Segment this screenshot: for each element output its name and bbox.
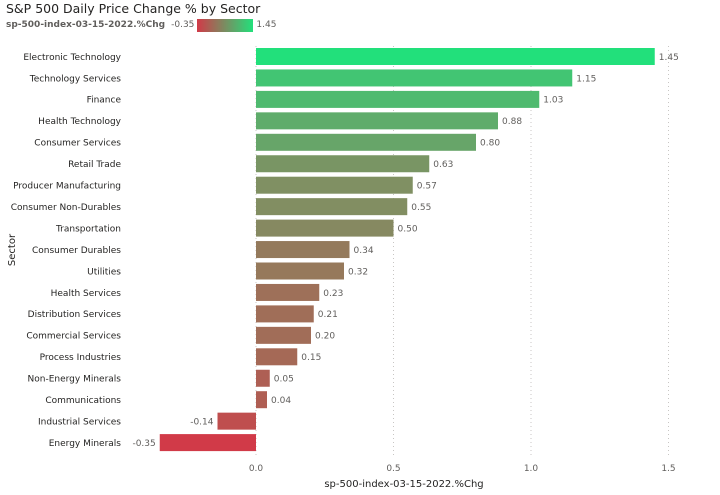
bar[interactable] [256,283,320,301]
bar[interactable] [217,412,257,430]
value-label: 0.04 [271,396,291,406]
y-axis-title: Sector [7,233,18,266]
category-label: Consumer Durables [32,246,121,256]
value-label: 0.50 [398,224,418,234]
chart-title: S&P 500 Daily Price Change % by Sector [6,1,261,16]
value-label: 0.55 [411,203,431,213]
category-label: Utilities [87,267,121,277]
bar[interactable] [256,48,655,65]
bars [159,48,655,452]
bar[interactable] [256,112,498,130]
category-label: Energy Minerals [49,439,122,449]
bar[interactable] [256,391,267,409]
bar[interactable] [256,69,573,87]
legend-max-label: 1.45 [256,20,277,30]
category-label: Industrial Services [38,417,121,427]
category-label: Electronic Technology [23,53,121,63]
value-label: -0.14 [190,417,214,427]
bar[interactable] [256,348,298,366]
category-label: Communications [45,396,121,406]
value-label: 1.15 [576,74,596,84]
legend-gradient [197,18,254,32]
x-axis-title: sp-500-index-03-15-2022.%Chg [324,479,483,490]
category-label: Process Industries [40,353,122,363]
bar[interactable] [256,241,350,259]
category-label: Health Services [51,289,122,299]
value-label: 0.21 [318,310,338,320]
bar[interactable] [256,262,344,280]
category-label: Retail Trade [68,160,121,170]
category-label: Health Technology [38,117,122,127]
value-label: 1.45 [659,53,679,63]
value-label: -0.35 [132,439,155,449]
value-label: 0.34 [354,246,374,256]
bar[interactable] [256,155,430,173]
value-label: 0.15 [301,353,321,363]
value-label: 0.20 [315,332,335,342]
bar[interactable] [256,219,394,237]
category-label: Producer Manufacturing [13,182,121,192]
category-label: Distribution Services [28,310,122,320]
x-tick-label: 0.0 [249,464,264,474]
bar[interactable] [256,198,408,216]
color-legend: sp-500-index-03-15-2022.%Chg -0.35 1.45 [6,18,276,32]
category-label: Consumer Services [34,139,121,149]
bar[interactable] [256,305,314,323]
bar[interactable] [256,326,311,344]
value-label: 1.03 [543,96,563,106]
value-label: 0.80 [480,139,500,149]
value-label: 0.63 [433,160,453,170]
value-label: 0.32 [348,267,368,277]
bar[interactable] [256,90,540,108]
value-label: 0.57 [417,182,437,192]
value-label: 0.23 [323,289,343,299]
category-label: Commercial Services [26,332,121,342]
x-tick-label: 1.5 [661,464,675,474]
value-label: 0.88 [502,117,522,127]
value-label: 0.05 [274,375,294,385]
category-label: Consumer Non-Durables [11,203,122,213]
category-label: Finance [87,96,122,106]
category-label: Non-Energy Minerals [28,375,122,385]
labels: 0.0 0.5 1.0 1.5 Electronic Technology 1.45 Tec… [11,53,679,474]
legend-field-name: sp-500-index-03-15-2022.%Chg [6,20,166,30]
bar[interactable] [256,133,476,151]
x-tick-label: 1.0 [524,464,539,474]
category-label: Transportation [55,224,121,234]
category-label: Technology Services [29,74,122,84]
bar[interactable] [256,369,270,387]
legend-min-label: -0.35 [171,20,195,30]
x-tick-label: 0.5 [386,464,400,474]
bar[interactable] [159,434,256,452]
bar[interactable] [256,176,413,194]
